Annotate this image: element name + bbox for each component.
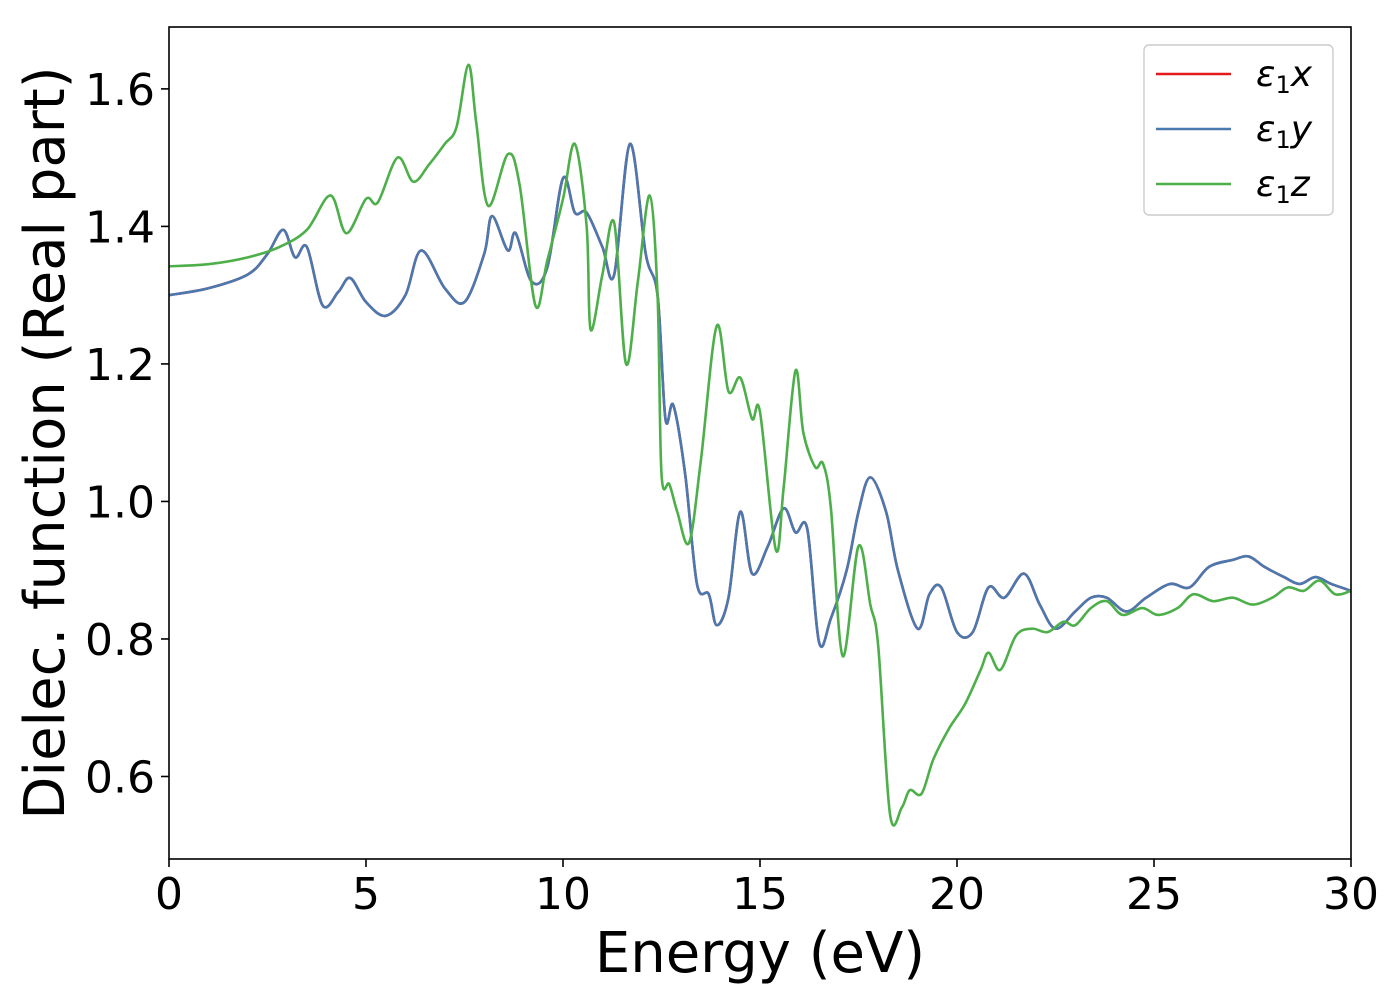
plot-area <box>169 63 1351 827</box>
legend-symbol: ε <box>1256 109 1275 150</box>
x-tick-label: 10 <box>535 869 591 920</box>
legend-symbol: ε <box>1256 54 1275 95</box>
x-axis-ticks: 0 5 10 15 20 25 30 <box>155 859 1379 920</box>
x-tick-label: 0 <box>155 869 183 920</box>
legend-component: x <box>1290 54 1313 95</box>
y-tick-label: 1.6 <box>85 65 155 116</box>
y-tick-label: 1.4 <box>85 202 155 253</box>
legend-component: y <box>1290 109 1313 150</box>
legend-component: z <box>1290 164 1311 205</box>
x-tick-label: 30 <box>1323 869 1379 920</box>
y-tick-label: 0.6 <box>85 752 155 803</box>
legend-label-3: ε1z <box>1256 164 1311 209</box>
x-tick-label: 25 <box>1126 869 1182 920</box>
y-tick-label: 1.2 <box>85 340 155 391</box>
y-tick-label: 0.8 <box>85 615 155 666</box>
x-axis-label: Energy (eV) <box>595 921 925 986</box>
x-tick-label: 5 <box>352 869 380 920</box>
legend-symbol: ε <box>1256 164 1275 205</box>
x-tick-label: 15 <box>732 869 788 920</box>
legend-label-2: ε1y <box>1256 109 1313 154</box>
legend-label-1: ε1x <box>1256 54 1313 99</box>
y-axis-label: Dielec. function (Real part) <box>13 66 78 819</box>
x-tick-label: 20 <box>929 869 985 920</box>
legend-subscript: 1 <box>1275 71 1290 99</box>
legend-subscript: 1 <box>1275 181 1290 209</box>
series-line-1 <box>169 142 1351 648</box>
series-line-3 <box>169 63 1351 827</box>
y-axis-ticks: 0.6 0.8 1.0 1.2 1.4 1.6 <box>85 65 169 803</box>
plot-frame <box>168 26 1352 860</box>
y-tick-label: 1.0 <box>85 477 155 528</box>
series-line-2 <box>169 142 1351 648</box>
legend-subscript: 1 <box>1275 126 1290 154</box>
legend-frame <box>1143 44 1334 216</box>
